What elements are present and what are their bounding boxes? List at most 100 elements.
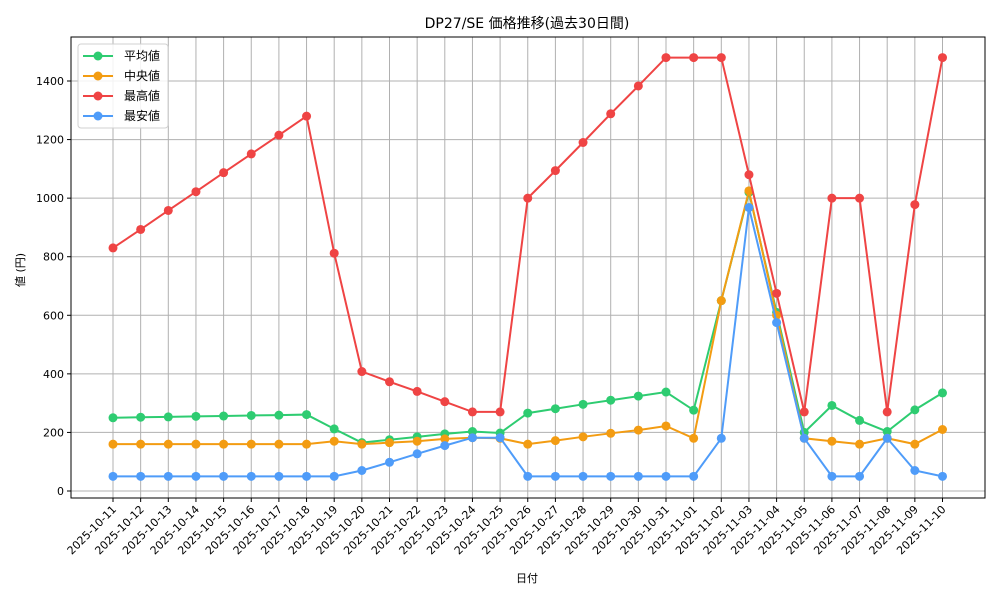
data-point-marker — [661, 421, 671, 431]
y-tick-label: 400 — [43, 368, 64, 381]
data-point-marker — [661, 53, 671, 63]
data-point-marker — [827, 193, 837, 203]
data-point-marker — [163, 412, 173, 422]
chart-title: DP27/SE 価格推移(過去30日間) — [425, 16, 630, 32]
data-point-marker — [357, 439, 367, 449]
data-point-marker — [219, 471, 229, 481]
data-point-marker — [495, 433, 505, 443]
data-point-marker — [302, 111, 312, 121]
data-point-marker — [882, 407, 892, 417]
legend-marker-icon — [93, 91, 103, 101]
y-tick-label: 1000 — [36, 192, 64, 205]
data-point-marker — [938, 425, 947, 434]
data-point-marker — [855, 193, 865, 203]
data-point-marker — [938, 53, 947, 63]
data-point-marker — [440, 397, 450, 407]
data-point-marker — [744, 203, 754, 213]
data-point-marker — [744, 170, 754, 180]
data-point-marker — [882, 433, 892, 443]
data-point-marker — [191, 471, 201, 481]
data-point-marker — [772, 318, 782, 328]
data-point-marker — [467, 433, 477, 443]
legend-label: 最安値 — [124, 108, 160, 123]
data-point-marker — [357, 367, 367, 377]
data-point-marker — [274, 439, 284, 449]
data-point-marker — [274, 471, 284, 481]
legend-label: 中央値 — [124, 68, 160, 83]
data-point-marker — [661, 387, 671, 397]
data-point-marker — [716, 433, 726, 443]
y-tick-label: 1400 — [36, 75, 64, 88]
legend-marker-icon — [93, 111, 103, 121]
data-point-marker — [772, 288, 782, 298]
data-point-marker — [689, 433, 699, 443]
data-point-marker — [578, 399, 588, 409]
y-axis: 0 200 400 600 800 1000 1200 1400 — [36, 75, 71, 498]
data-point-marker — [108, 439, 118, 449]
data-point-marker — [689, 471, 699, 481]
data-point-marker — [799, 407, 809, 417]
legend-marker-icon — [93, 51, 103, 61]
data-point-marker — [855, 471, 865, 481]
y-tick-label: 0 — [57, 485, 64, 498]
data-point-marker — [136, 224, 146, 234]
data-point-marker — [910, 200, 920, 210]
legend-item: 最安値 — [83, 108, 160, 123]
legend-box — [77, 43, 169, 129]
data-point-marker — [910, 405, 920, 415]
series-layer — [108, 53, 947, 481]
legend-marker-icon — [93, 71, 103, 81]
data-point-marker — [385, 377, 394, 387]
data-point-marker — [440, 434, 450, 444]
data-point-marker — [578, 471, 588, 481]
data-point-marker — [191, 187, 201, 197]
data-point-marker — [523, 439, 533, 449]
data-point-marker — [412, 386, 422, 396]
data-point-marker — [191, 411, 201, 421]
data-point-marker — [827, 471, 837, 481]
data-point-marker — [550, 471, 560, 481]
data-point-marker — [910, 439, 920, 449]
data-point-marker — [163, 205, 173, 215]
grid-lines — [71, 37, 985, 498]
series-0 — [108, 187, 947, 448]
data-point-marker — [108, 413, 118, 423]
series-3 — [108, 203, 947, 481]
data-point-marker — [136, 412, 146, 422]
data-point-marker — [412, 449, 422, 459]
data-point-marker — [108, 243, 118, 253]
data-point-marker — [799, 433, 809, 443]
data-point-marker — [716, 296, 726, 306]
data-point-marker — [495, 407, 505, 417]
data-point-marker — [329, 471, 339, 481]
data-point-marker — [633, 391, 643, 401]
legend-label: 平均値 — [124, 48, 160, 63]
data-point-marker — [827, 400, 837, 410]
data-point-marker — [827, 436, 837, 446]
data-point-marker — [440, 441, 450, 451]
data-point-marker — [329, 436, 339, 446]
data-point-marker — [246, 149, 256, 159]
legend-item: 中央値 — [83, 68, 160, 83]
data-point-marker — [606, 428, 616, 438]
data-point-marker — [163, 439, 173, 449]
data-point-marker — [385, 438, 394, 448]
data-point-marker — [550, 166, 560, 176]
data-point-marker — [302, 410, 312, 420]
y-tick-label: 600 — [43, 309, 64, 322]
data-point-marker — [633, 425, 643, 435]
x-axis: 2025-10-112025-10-122025-10-132025-10-14… — [65, 498, 949, 557]
data-point-marker — [467, 427, 477, 437]
series-2 — [108, 53, 947, 417]
data-point-marker — [219, 411, 229, 421]
data-point-marker — [219, 168, 229, 178]
data-point-marker — [523, 408, 533, 418]
data-point-marker — [136, 439, 146, 449]
data-point-marker — [689, 405, 699, 415]
y-axis-label: 値 (円) — [14, 253, 27, 287]
data-point-marker — [246, 410, 256, 420]
data-point-marker — [163, 471, 173, 481]
